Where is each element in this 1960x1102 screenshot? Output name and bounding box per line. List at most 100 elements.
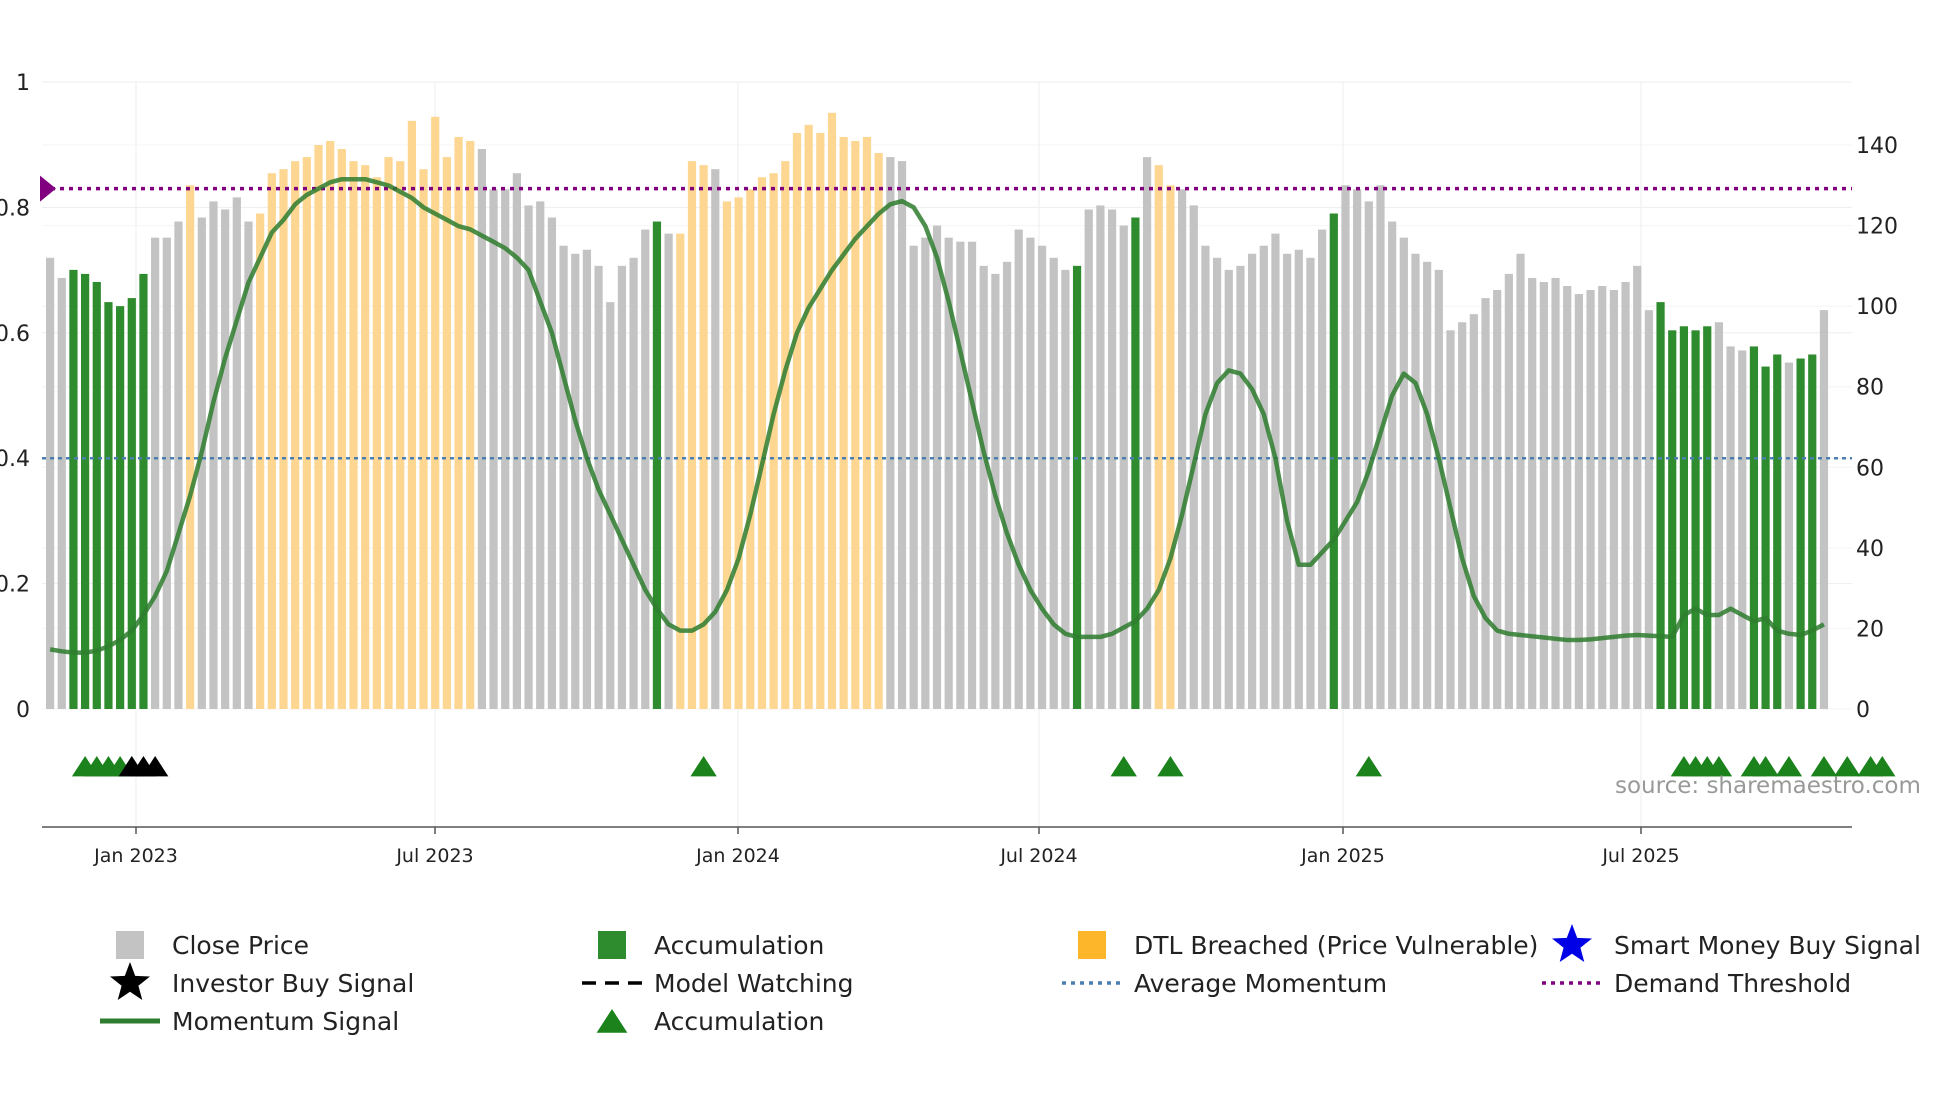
accumulation-bar: [1072, 265, 1082, 709]
dtl-breached-bar: [734, 197, 743, 709]
accumulation-bar: [1773, 354, 1782, 709]
close-price-bar: [1493, 290, 1502, 709]
x-tick-label: Jul 2023: [395, 845, 473, 867]
close-price-bar: [886, 157, 895, 710]
dtl-breached-bar: [407, 120, 416, 710]
close-price-bar: [1528, 277, 1537, 709]
right-tick-label: 100: [1856, 295, 1898, 320]
x-tick-label: Jan 2025: [1300, 845, 1385, 867]
x-tick-label: Jul 2024: [999, 845, 1077, 867]
close-price-bar: [1574, 294, 1583, 709]
close-price-bar: [1119, 225, 1128, 710]
axes: 0 0.2 0.4 0.6 0.8 1 0 20 40 60 80 100 120 140 Jan 2023…: [0, 71, 1898, 867]
close-price-bar: [1633, 265, 1642, 709]
legend-label: Investor Buy Signal: [172, 969, 414, 998]
close-price-bar: [547, 217, 557, 709]
dtl-breached-bar: [827, 112, 837, 710]
close-price-bar: [1551, 277, 1560, 709]
close-price-bar: [641, 229, 650, 709]
close-price-bar: [1738, 350, 1747, 709]
dtl-breached-bar: [419, 169, 428, 709]
left-tick-label: 1: [16, 71, 30, 96]
accumulation-bar: [1808, 354, 1817, 709]
accumulation-bar: [1749, 346, 1759, 709]
close-price-bar: [1142, 157, 1152, 710]
momentum-line: [49, 176, 1825, 655]
close-price-bar: [967, 241, 977, 709]
legend-star-swatch: [1552, 924, 1592, 962]
close-price-bar: [1248, 253, 1257, 709]
price-bars: [46, 112, 1829, 710]
close-price-bar: [1399, 237, 1408, 709]
close-price-bar: [1446, 330, 1455, 709]
close-price-bar: [1271, 233, 1280, 709]
legend-square-swatch: [116, 931, 144, 959]
dtl-breached-bar: [302, 157, 311, 710]
accumulation-marker: [1810, 756, 1838, 777]
dtl-breached-bar: [1166, 185, 1175, 710]
accumulation-marker: [1869, 756, 1896, 777]
legend-label: Accumulation: [654, 1007, 824, 1036]
close-price-bar: [57, 277, 66, 709]
right-tick-label: 120: [1856, 215, 1898, 240]
close-price-bar: [162, 237, 171, 709]
accumulation-bar: [1761, 366, 1770, 709]
dtl-breached-bar: [396, 161, 405, 710]
close-price-bar: [1434, 269, 1443, 709]
dtl-breached-bar: [874, 153, 883, 710]
dtl-breached-bar: [349, 161, 358, 710]
dtl-breached-bar: [862, 136, 872, 709]
reference-lines: [40, 175, 1852, 460]
close-price-bar: [1107, 209, 1117, 709]
close-price-bar: [244, 221, 253, 710]
close-price-bar: [1539, 281, 1548, 709]
dtl-breached-bar: [781, 161, 790, 710]
accumulation-bar: [139, 273, 148, 709]
legend: Close Price Accumulation DTL Breached (Pri…: [100, 924, 1921, 1036]
accumulation-marker: [1775, 756, 1803, 777]
accumulation-bar: [69, 269, 78, 709]
accumulation-bar: [1796, 358, 1805, 709]
close-price-bar: [664, 233, 673, 709]
close-price-bar: [944, 237, 953, 709]
accumulation-marker: [1355, 756, 1383, 777]
close-price-bar: [1084, 209, 1093, 709]
close-price-bar: [1014, 229, 1023, 709]
close-price-bar: [1726, 346, 1735, 709]
close-price-bar: [897, 161, 907, 710]
close-price-bar: [1049, 257, 1058, 709]
accumulation-marker: [1705, 756, 1733, 777]
close-price-bar: [524, 205, 533, 709]
dtl-breached-bar: [186, 185, 195, 710]
legend-label: Smart Money Buy Signal: [1614, 931, 1921, 960]
momentum-signal-line: [49, 176, 1825, 655]
accumulation-bar: [104, 302, 113, 709]
close-price-bar: [559, 245, 568, 709]
dtl-breached-bar: [722, 201, 732, 709]
left-tick-label: 0.8: [0, 196, 30, 221]
legend-label: Close Price: [172, 931, 309, 960]
legend-label: Momentum Signal: [172, 1007, 399, 1036]
close-price-bar: [1644, 310, 1653, 709]
close-price-bar: [932, 225, 942, 710]
close-price-bar: [1224, 269, 1233, 709]
close-price-bar: [1586, 290, 1595, 709]
dtl-breached-bar: [769, 173, 778, 709]
legend-square-swatch: [598, 931, 626, 959]
close-price-bar: [151, 237, 160, 709]
close-price-bar: [536, 201, 545, 709]
close-price-bar: [46, 257, 55, 709]
accumulation-bar: [1679, 326, 1688, 709]
dtl-breached-bar: [326, 140, 335, 709]
dtl-breached-bar: [792, 132, 802, 709]
dtl-breached-bar: [442, 157, 451, 710]
close-price-bar: [477, 149, 486, 709]
close-price-bar: [501, 189, 510, 710]
dtl-breached-bar: [466, 140, 475, 709]
x-tick-label: Jan 2023: [93, 845, 178, 867]
x-tick-label: Jan 2024: [695, 845, 780, 867]
close-price-bar: [1714, 322, 1724, 709]
investor-buy-signal-marker: [141, 756, 169, 777]
close-price-bar: [1177, 189, 1187, 710]
